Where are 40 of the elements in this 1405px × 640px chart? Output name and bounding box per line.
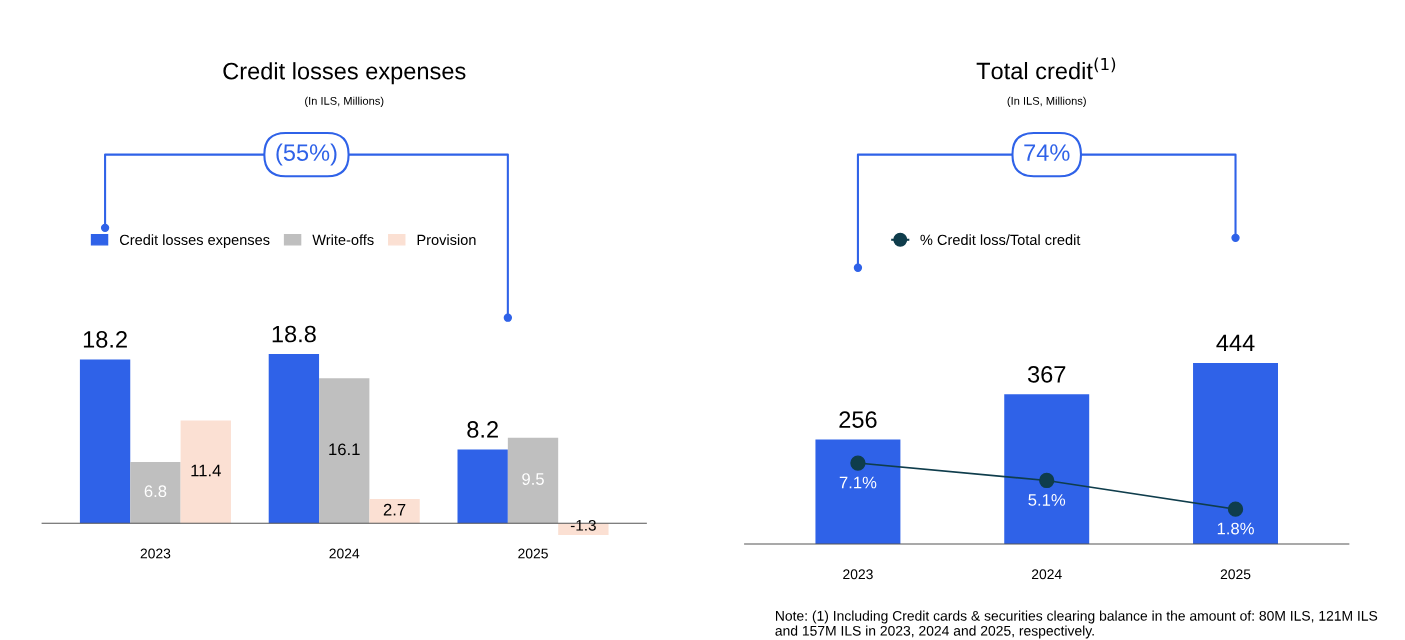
bar — [507, 437, 559, 524]
data-label: 256 — [839, 411, 877, 428]
data-label: 7.1% — [839, 476, 877, 489]
chart-subtitle: (In ILS, Millions) — [1007, 96, 1086, 107]
bar — [180, 420, 231, 524]
data-label: 11.4 — [191, 464, 221, 477]
data-label: 18.2 — [83, 331, 127, 348]
chart-subtitle: (In ILS, Millions) — [305, 96, 384, 107]
x-tick-label: 2024 — [1031, 569, 1062, 580]
data-label: 16.1 — [329, 443, 360, 456]
x-tick-label: 2023 — [843, 569, 873, 580]
legend-label: % Credit loss/Total credit — [920, 234, 1081, 246]
data-label: 9.5 — [522, 473, 544, 485]
data-label: 367 — [1027, 365, 1066, 383]
bar — [457, 449, 508, 524]
text: (55%) — [276, 143, 337, 166]
x-tick-label: 2025 — [1220, 569, 1251, 580]
data-label: 8.2 — [467, 421, 498, 438]
bar — [79, 359, 131, 524]
data-label: 1.8% — [1217, 522, 1254, 535]
data-label: 5.1% — [1028, 494, 1066, 506]
data-label: 6.8 — [144, 485, 167, 498]
chart-title: Credit losses expenses — [223, 62, 466, 85]
data-label: 2.7 — [383, 503, 406, 516]
legend-label: Provision — [417, 234, 476, 246]
legend-label: Credit losses expenses — [119, 234, 270, 248]
text: 74% — [1024, 144, 1070, 161]
bar — [268, 353, 320, 524]
bar — [319, 378, 370, 524]
bar — [130, 462, 181, 524]
data-label: 444 — [1216, 334, 1255, 352]
x-tick-label: 2023 — [140, 548, 171, 559]
x-tick-label: 2025 — [518, 548, 548, 559]
bar — [369, 498, 420, 524]
x-tick-label: 2024 — [329, 548, 360, 559]
data-label: -1.3 — [570, 519, 596, 531]
data-label: 18.8 — [272, 325, 316, 343]
text: Note: (1) Including Credit cards & securities clearing balance in the amount of: 80M ILS, 121M ILS and 157M ILS in 2023, 2024 and 2025, respectively. — [775, 610, 1378, 639]
chart-title: Total credit$^{(1)}$ — [976, 57, 1116, 80]
legend-label: Write-offs — [312, 234, 374, 246]
